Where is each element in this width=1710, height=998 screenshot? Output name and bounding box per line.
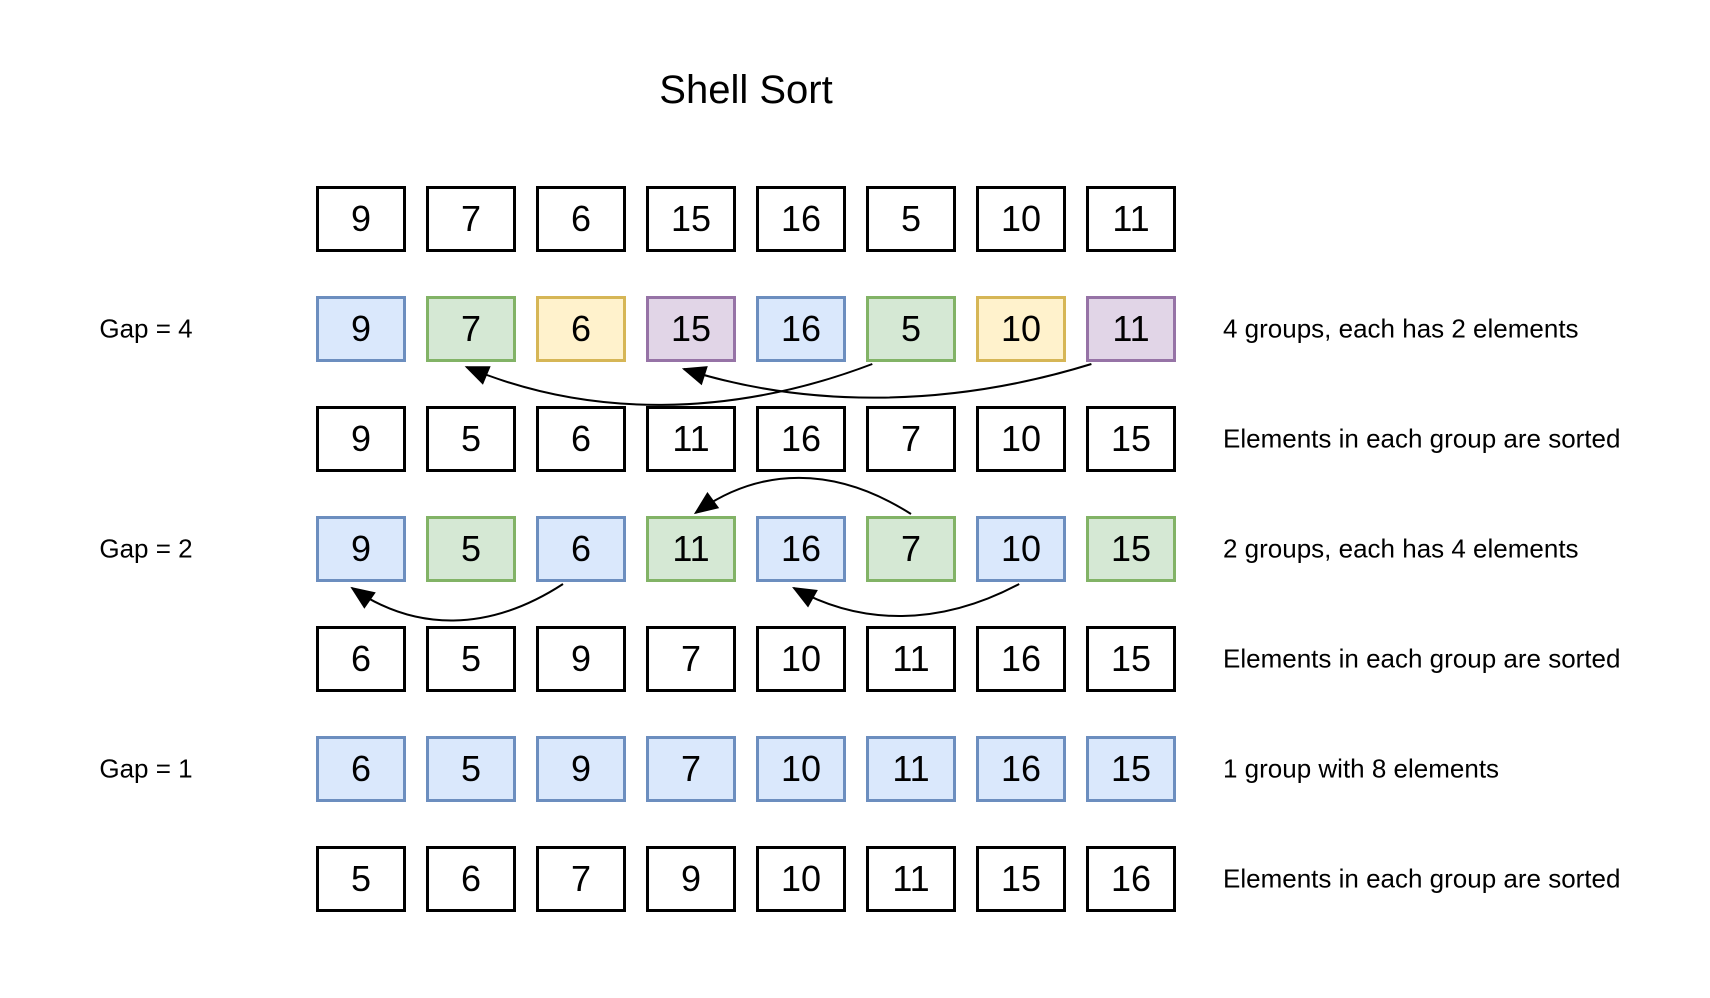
note-final-sorted: Elements in each group are sorted — [1223, 863, 1621, 894]
array-box-gap4-grouping-1: 7 — [426, 296, 516, 362]
gap-label-gap1-grouping: Gap = 1 — [99, 753, 193, 784]
array-box-gap4-grouping-0: 9 — [316, 296, 406, 362]
array-box-gap4-grouping-5: 5 — [866, 296, 956, 362]
array-box-gap2-sorted-4: 10 — [756, 626, 846, 692]
array-box-final-sorted-2: 7 — [536, 846, 626, 912]
array-box-gap1-grouping-2: 9 — [536, 736, 626, 802]
array-box-gap2-grouping-6: 10 — [976, 516, 1066, 582]
array-box-initial-array-0: 9 — [316, 186, 406, 252]
array-box-final-sorted-1: 6 — [426, 846, 516, 912]
array-box-gap4-sorted-0: 9 — [316, 406, 406, 472]
array-box-gap4-grouping-2: 6 — [536, 296, 626, 362]
array-box-gap2-sorted-3: 7 — [646, 626, 736, 692]
note-gap2-sorted: Elements in each group are sorted — [1223, 643, 1621, 674]
array-box-gap2-grouping-4: 16 — [756, 516, 846, 582]
array-box-gap2-grouping-1: 5 — [426, 516, 516, 582]
array-box-gap4-grouping-7: 11 — [1086, 296, 1176, 362]
array-box-final-sorted-4: 10 — [756, 846, 846, 912]
array-box-gap2-sorted-1: 5 — [426, 626, 516, 692]
array-box-gap2-grouping-5: 7 — [866, 516, 956, 582]
swap-arrows — [350, 363, 1092, 622]
array-box-gap4-sorted-5: 7 — [866, 406, 956, 472]
array-box-gap4-grouping-6: 10 — [976, 296, 1066, 362]
array-box-final-sorted-3: 9 — [646, 846, 736, 912]
array-box-final-sorted-7: 16 — [1086, 846, 1176, 912]
array-box-initial-array-3: 15 — [646, 186, 736, 252]
array-box-gap2-grouping-2: 6 — [536, 516, 626, 582]
note-gap4-grouping: 4 groups, each has 2 elements — [1223, 313, 1579, 344]
swap-arrow-row3-from5-to3 — [693, 476, 912, 515]
array-box-final-sorted-6: 15 — [976, 846, 1066, 912]
array-box-gap1-grouping-6: 16 — [976, 736, 1066, 802]
gap-label-gap2-grouping: Gap = 2 — [99, 533, 193, 564]
array-box-gap2-sorted-6: 16 — [976, 626, 1066, 692]
note-gap1-grouping: 1 group with 8 elements — [1223, 753, 1500, 784]
array-box-gap1-grouping-0: 6 — [316, 736, 406, 802]
array-box-gap1-grouping-1: 5 — [426, 736, 516, 802]
array-box-final-sorted-0: 5 — [316, 846, 406, 912]
array-box-gap4-sorted-4: 16 — [756, 406, 846, 472]
array-box-gap2-grouping-3: 11 — [646, 516, 736, 582]
array-box-gap4-grouping-4: 16 — [756, 296, 846, 362]
array-box-initial-array-4: 16 — [756, 186, 846, 252]
note-gap4-sorted: Elements in each group are sorted — [1223, 423, 1621, 454]
array-box-gap4-sorted-2: 6 — [536, 406, 626, 472]
array-box-gap1-grouping-3: 7 — [646, 736, 736, 802]
array-box-gap2-sorted-2: 9 — [536, 626, 626, 692]
array-box-gap2-sorted-5: 11 — [866, 626, 956, 692]
array-box-final-sorted-5: 11 — [866, 846, 956, 912]
array-box-gap1-grouping-5: 11 — [866, 736, 956, 802]
array-box-gap4-sorted-6: 10 — [976, 406, 1066, 472]
swap-arrow-row3-from2-to0 — [350, 583, 564, 622]
array-box-initial-array-7: 11 — [1086, 186, 1176, 252]
array-box-gap4-sorted-7: 15 — [1086, 406, 1176, 472]
array-box-gap2-grouping-7: 15 — [1086, 516, 1176, 582]
note-gap2-grouping: 2 groups, each has 4 elements — [1223, 533, 1579, 564]
array-box-gap2-sorted-0: 6 — [316, 626, 406, 692]
swap-arrow-row3-from6-to4 — [792, 583, 1020, 617]
array-box-gap4-sorted-1: 5 — [426, 406, 516, 472]
array-box-gap1-grouping-7: 15 — [1086, 736, 1176, 802]
array-box-initial-array-6: 10 — [976, 186, 1066, 252]
array-box-initial-array-2: 6 — [536, 186, 626, 252]
array-box-gap2-sorted-7: 15 — [1086, 626, 1176, 692]
page-title: Shell Sort — [659, 68, 833, 112]
array-box-gap2-grouping-0: 9 — [316, 516, 406, 582]
array-box-initial-array-1: 7 — [426, 186, 516, 252]
gap-label-gap4-grouping: Gap = 4 — [99, 313, 193, 344]
swap-arrow-row1-from7-to3 — [681, 363, 1092, 399]
array-box-initial-array-5: 5 — [866, 186, 956, 252]
array-box-gap4-sorted-3: 11 — [646, 406, 736, 472]
array-box-gap1-grouping-4: 10 — [756, 736, 846, 802]
array-box-gap4-grouping-3: 15 — [646, 296, 736, 362]
swap-arrow-row1-from5-to1 — [464, 363, 873, 406]
